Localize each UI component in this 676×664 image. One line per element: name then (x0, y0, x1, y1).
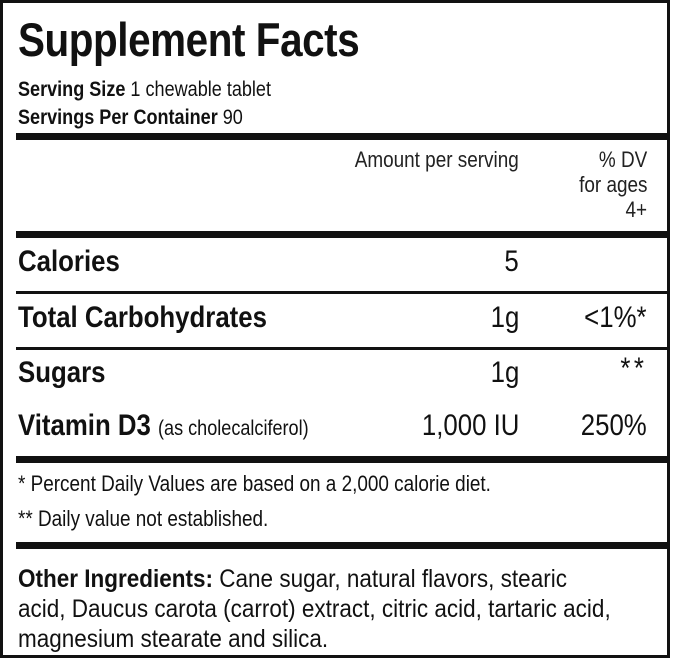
amount-per-serving-header: Amount per serving (354, 147, 519, 172)
nutrient-amount-total-carbohydrates: 1g (490, 301, 519, 334)
other-ingredients-label: Other Ingredients: (18, 565, 214, 593)
nutrient-amount-vitamin-d3: 1,000 IU (421, 409, 519, 442)
nutrient-name-calories: Calories (18, 245, 120, 278)
nutrient-dv-sugars: ** (620, 352, 647, 385)
serving-size-label: Serving Size (18, 78, 126, 101)
other-ingredients: Other Ingredients: Cane sugar, natural f… (18, 564, 618, 654)
nutrient-dv-total-carbohydrates: <1%* (584, 301, 647, 334)
nutrient-name-vitamin-d3: Vitamin D3 (as cholecalciferol) (18, 409, 309, 442)
divider (16, 347, 668, 350)
thick-divider (16, 456, 668, 463)
other-ingredients-text: Cane sugar, natural flavors, stearic aci… (18, 565, 611, 653)
servings-per-container-label: Servings Per Container (18, 106, 218, 129)
footnote-not-established: ** Daily value not established. (18, 506, 269, 531)
nutrient-amount-sugars: 1g (490, 356, 519, 389)
thick-divider (16, 542, 668, 549)
thick-divider (16, 133, 668, 140)
nutrient-note-vitamin-d3: (as cholecalciferol) (158, 417, 309, 440)
thick-divider (16, 231, 668, 238)
footnote-daily-values: * Percent Daily Values are based on a 2,… (18, 471, 491, 496)
nutrient-name-sugars: Sugars (18, 356, 106, 389)
servings-per-container-value: 90 (222, 106, 243, 129)
servings-per-container: Servings Per Container 90 (18, 105, 279, 131)
serving-size: Serving Size 1 chewable tablet (18, 77, 312, 103)
nutrient-amount-calories: 5 (504, 245, 519, 278)
divider (16, 291, 668, 294)
dv-header-line2: for ages (578, 172, 647, 197)
dv-header-line3: 4+ (625, 197, 647, 222)
serving-size-value: 1 chewable tablet (130, 78, 272, 101)
panel-title: Supplement Facts (18, 13, 360, 66)
nutrient-name-total-carbohydrates: Total Carbohydrates (18, 301, 267, 334)
nutrient-dv-vitamin-d3: 250% (581, 409, 647, 442)
dv-header-line1: % DV (598, 147, 647, 172)
